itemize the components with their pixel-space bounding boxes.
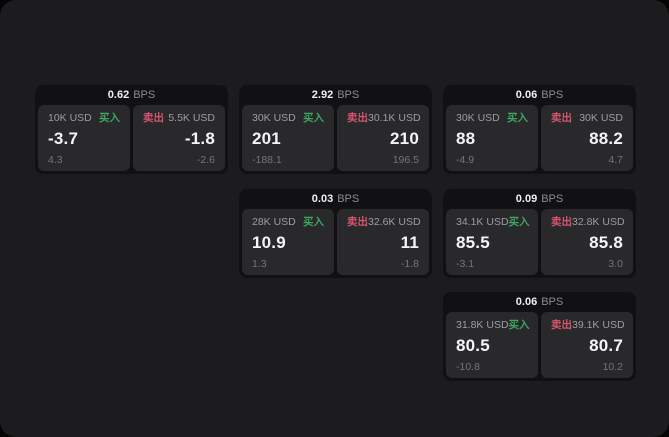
buy-delta: -4.9	[456, 154, 475, 166]
buy-delta: 4.3	[48, 154, 63, 166]
quote-card: 2.92 BPS 30K USD 买入 201 -188.1 卖出 30.1K …	[239, 85, 432, 174]
sell-side-label: 卖出	[347, 215, 368, 228]
sell-amount: 32.8K USD	[572, 215, 625, 228]
bps-unit-label: BPS	[541, 296, 564, 308]
sell-amount: 32.6K USD	[368, 215, 421, 228]
card-body: 28K USD 买入 10.9 1.3 卖出 32.6K USD 11 -1.8	[239, 208, 432, 278]
sell-price: 11	[400, 232, 419, 252]
sell-side-label: 卖出	[551, 215, 572, 228]
buy-delta: 1.3	[252, 257, 267, 270]
buy-side-label: 买入	[508, 215, 530, 228]
buy-quote-tile[interactable]: 10K USD 买入 -3.7 4.3	[38, 105, 130, 171]
bps-unit-label: BPS	[337, 192, 360, 205]
buy-delta: -10.8	[456, 361, 480, 373]
bps-value: 2.92	[311, 89, 334, 101]
quote-card: 0.06 BPS 31.8K USD 买入 80.5 -10.8 卖出 39.1…	[443, 292, 636, 381]
buy-side-label: 买入	[303, 215, 324, 228]
card-header: 0.03 BPS	[239, 189, 432, 209]
quotes-grid: 0.62 BPS 10K USD 买入 -3.7 4.3 卖出 5.5K USD…	[35, 85, 636, 381]
buy-side-label: 买入	[99, 112, 120, 124]
buy-amount: 34.1K USD	[456, 215, 509, 228]
bps-value: 0.09	[515, 192, 538, 205]
card-body: 30K USD 买入 88 -4.9 卖出 30K USD 88.2 4.7	[443, 105, 636, 174]
bps-value: 0.06	[515, 296, 538, 308]
bps-unit-label: BPS	[337, 89, 360, 101]
bps-unit-label: BPS	[133, 89, 156, 101]
buy-quote-tile[interactable]: 28K USD 买入 10.9 1.3	[242, 208, 334, 275]
sell-side-label: 卖出	[143, 112, 164, 124]
card-header: 0.06 BPS	[443, 85, 636, 105]
buy-amount: 30K USD	[252, 112, 296, 124]
sell-delta: 196.5	[392, 154, 419, 166]
buy-quote-tile[interactable]: 34.1K USD 买入 85.5 -3.1	[446, 208, 538, 275]
buy-side-label: 买入	[508, 319, 530, 331]
sell-amount: 5.5K USD	[168, 112, 215, 124]
buy-price: 80.5	[456, 336, 490, 355]
sell-delta: 3.0	[608, 257, 623, 270]
sell-price: -1.8	[184, 129, 215, 148]
buy-price: 201	[252, 129, 281, 148]
buy-price: 85.5	[456, 232, 490, 252]
bps-value: 0.62	[107, 89, 130, 101]
card-header: 0.09 BPS	[443, 189, 636, 209]
buy-side-label: 买入	[303, 112, 324, 124]
bps-value: 0.06	[515, 89, 538, 101]
card-body: 34.1K USD 买入 85.5 -3.1 卖出 32.8K USD 85.8…	[443, 208, 636, 278]
buy-delta: -3.1	[456, 257, 475, 270]
sell-side-label: 卖出	[551, 112, 572, 124]
sell-quote-tile[interactable]: 卖出 32.6K USD 11 -1.8	[337, 208, 429, 275]
sell-side-label: 卖出	[347, 112, 368, 124]
sell-price: 88.2	[589, 129, 623, 148]
buy-quote-tile[interactable]: 31.8K USD 买入 80.5 -10.8	[446, 312, 538, 378]
bps-value: 0.03	[311, 192, 334, 205]
buy-amount: 31.8K USD	[456, 319, 509, 331]
quote-card: 0.09 BPS 34.1K USD 买入 85.5 -3.1 卖出 32.8K…	[443, 188, 636, 278]
sell-amount: 39.1K USD	[572, 319, 625, 331]
sell-price: 210	[390, 129, 419, 148]
sell-price: 85.8	[589, 232, 623, 252]
sell-quote-tile[interactable]: 卖出 39.1K USD 80.7 10.2	[541, 312, 633, 378]
card-body: 30K USD 买入 201 -188.1 卖出 30.1K USD 210 1…	[239, 105, 432, 174]
sell-quote-tile[interactable]: 卖出 30K USD 88.2 4.7	[541, 105, 633, 171]
sell-delta: -1.8	[400, 257, 419, 270]
card-header: 0.06 BPS	[443, 292, 636, 312]
sell-delta: -2.6	[196, 154, 215, 166]
quote-card: 0.62 BPS 10K USD 买入 -3.7 4.3 卖出 5.5K USD…	[35, 85, 228, 174]
sell-delta: 4.7	[608, 154, 623, 166]
card-header: 2.92 BPS	[239, 85, 432, 105]
card-body: 31.8K USD 买入 80.5 -10.8 卖出 39.1K USD 80.…	[443, 312, 636, 381]
buy-delta: -188.1	[252, 154, 282, 166]
buy-side-label: 买入	[507, 112, 528, 124]
sell-amount: 30K USD	[579, 112, 623, 124]
buy-amount: 28K USD	[252, 215, 296, 228]
buy-amount: 30K USD	[456, 112, 500, 124]
sell-side-label: 卖出	[551, 319, 572, 331]
bps-unit-label: BPS	[541, 192, 564, 205]
buy-quote-tile[interactable]: 30K USD 买入 201 -188.1	[242, 105, 334, 171]
sell-quote-tile[interactable]: 卖出 30.1K USD 210 196.5	[337, 105, 429, 171]
quote-card: 0.06 BPS 30K USD 买入 88 -4.9 卖出 30K USD 8…	[443, 85, 636, 174]
sell-amount: 30.1K USD	[368, 112, 421, 124]
bps-unit-label: BPS	[541, 89, 564, 101]
buy-quote-tile[interactable]: 30K USD 买入 88 -4.9	[446, 105, 538, 171]
sell-quote-tile[interactable]: 卖出 32.8K USD 85.8 3.0	[541, 208, 633, 275]
buy-price: 10.9	[252, 232, 286, 252]
sell-price: 80.7	[589, 336, 623, 355]
buy-price: 88	[456, 129, 476, 148]
quote-card: 0.03 BPS 28K USD 买入 10.9 1.3 卖出 32.6K US…	[239, 188, 432, 278]
card-header: 0.62 BPS	[35, 85, 228, 105]
card-body: 10K USD 买入 -3.7 4.3 卖出 5.5K USD -1.8 -2.…	[35, 105, 228, 174]
buy-price: -3.7	[48, 129, 79, 148]
sell-quote-tile[interactable]: 卖出 5.5K USD -1.8 -2.6	[133, 105, 225, 171]
sell-delta: 10.2	[602, 361, 623, 373]
buy-amount: 10K USD	[48, 112, 92, 124]
